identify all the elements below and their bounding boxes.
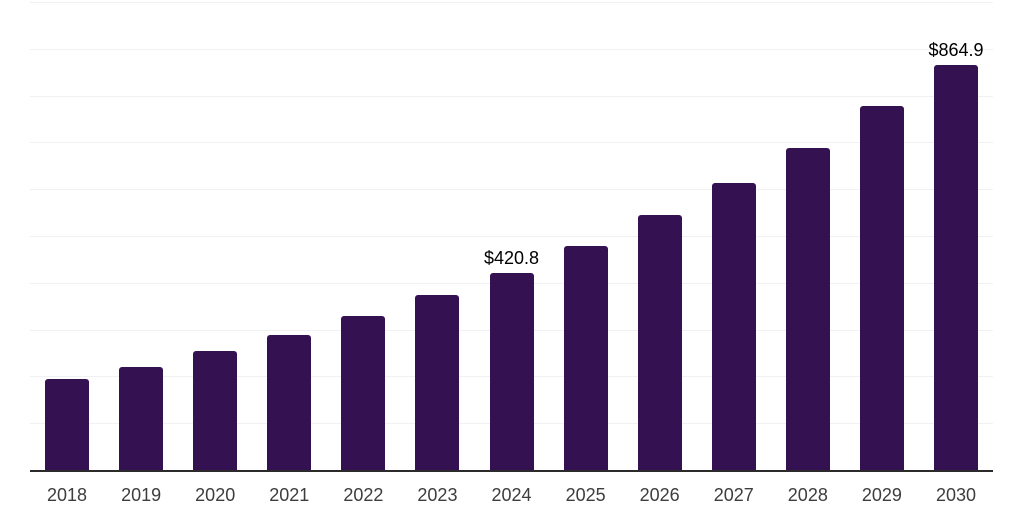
bar-slot-2026 (623, 2, 697, 470)
bar-2020 (193, 351, 238, 470)
x-tick-2024: 2024 (491, 485, 532, 505)
bar-slot-2024: $420.8 (474, 2, 548, 470)
bar-2024 (489, 273, 534, 470)
bar-slot-2021 (252, 2, 326, 470)
plot-area: $420.8 $864.9 (30, 2, 993, 472)
x-tick-2027: 2027 (713, 485, 754, 505)
bar-slot-2030: $864.9 (919, 2, 993, 470)
bar-2027 (711, 183, 756, 470)
bar-2018 (45, 379, 90, 470)
bar-series: $420.8 $864.9 (30, 2, 993, 470)
gridline-600 (30, 189, 993, 191)
x-tick-2018: 2018 (47, 485, 88, 505)
bar-slot-2025 (549, 2, 623, 470)
x-tick-2022: 2022 (343, 485, 384, 505)
gridline-500 (30, 236, 993, 237)
bar-2030 (933, 65, 978, 470)
bar-2025 (563, 246, 608, 470)
x-tick-2023: 2023 (417, 485, 458, 505)
bar-2021 (267, 335, 312, 470)
bar-slot-2019 (104, 2, 178, 470)
bar-slot-2018 (30, 2, 104, 470)
bar-slot-2029 (845, 2, 919, 470)
bar-2029 (859, 105, 904, 470)
x-tick-2025: 2025 (565, 485, 606, 505)
x-tick-2026: 2026 (639, 485, 680, 505)
bar-slot-2020 (178, 2, 252, 470)
bar-value-label-2030: $864.9 (928, 40, 984, 61)
x-axis-labels: 2018 2019 2020 2021 2022 2023 2024 2025 2026 2027… (30, 474, 993, 506)
gridline-900 (30, 48, 993, 50)
gridline-800 (30, 95, 993, 97)
bar-2023 (415, 295, 460, 470)
bar-slot-2028 (771, 2, 845, 470)
bar-slot-2027 (697, 2, 771, 470)
bar-2028 (785, 147, 830, 470)
x-tick-2020: 2020 (195, 485, 236, 505)
x-tick-2021: 2021 (269, 485, 310, 505)
bar-2022 (341, 316, 386, 470)
bar-value-label-2024: $420.8 (483, 248, 540, 269)
bar-2026 (637, 214, 682, 470)
x-tick-2019: 2019 (121, 485, 162, 505)
bar-slot-2022 (326, 2, 400, 470)
x-tick-2029: 2029 (861, 485, 902, 505)
bar-slot-2023 (400, 2, 474, 470)
x-tick-2030: 2030 (935, 485, 976, 505)
gridline-1000 (30, 2, 993, 3)
x-tick-2028: 2028 (787, 485, 828, 505)
bar-2019 (119, 367, 164, 470)
gridline-700 (30, 142, 993, 144)
